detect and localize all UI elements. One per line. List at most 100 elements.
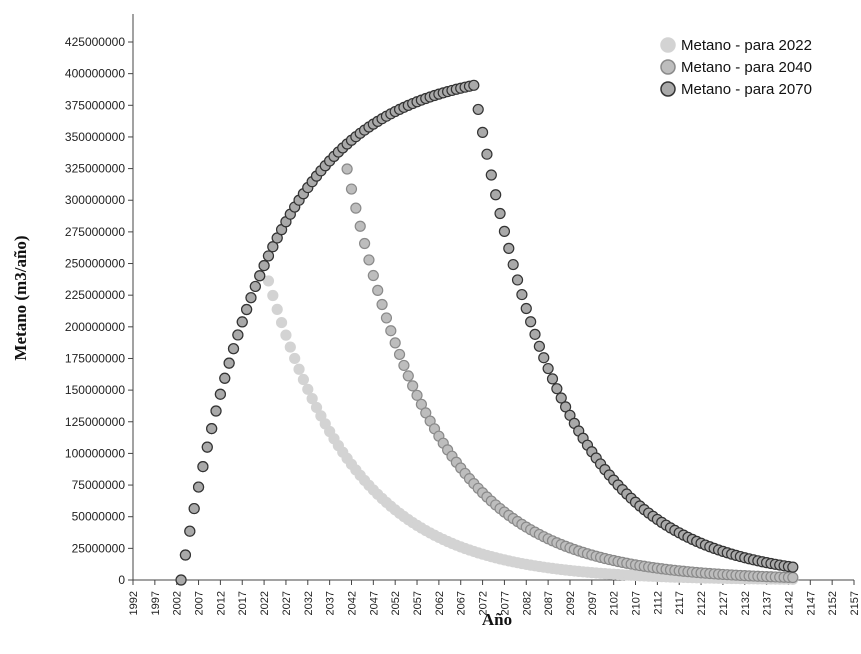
legend-marker: [660, 81, 676, 97]
data-point: [192, 481, 205, 493]
data-point: [236, 316, 248, 328]
data-point: [363, 254, 375, 266]
data-point: [485, 169, 497, 181]
y-tick-label: 25000000: [72, 541, 126, 555]
x-tick-label: 1992: [128, 591, 140, 615]
y-tick-label: 350000000: [65, 130, 125, 144]
data-point: [551, 383, 563, 395]
data-point: [297, 373, 310, 386]
data-point: [415, 398, 427, 410]
y-tick-label: 375000000: [65, 98, 125, 112]
legend: Metano - para 2022 Metano - para 2040 Meta…: [660, 37, 812, 98]
data-point: [407, 380, 419, 392]
data-point: [245, 292, 257, 304]
data-point: [393, 348, 406, 361]
y-tick-label: 225000000: [65, 288, 125, 302]
x-tick-label: 2127: [718, 591, 730, 615]
data-point: [472, 103, 484, 116]
x-tick-label: 2012: [215, 591, 227, 615]
data-point: [175, 574, 187, 586]
x-tick-label: 2092: [565, 591, 577, 615]
data-point: [468, 79, 480, 91]
data-point: [354, 220, 366, 232]
x-tick-label: 2132: [740, 591, 752, 615]
x-tick-label: 2082: [521, 591, 533, 615]
data-point: [546, 373, 559, 385]
data-point: [271, 303, 283, 315]
y-tick-label: 300000000: [65, 193, 125, 207]
data-point: [345, 183, 358, 195]
data-point: [787, 561, 799, 573]
data-point: [498, 225, 511, 237]
x-tick-label: 2152: [827, 591, 839, 615]
series-3: [175, 79, 799, 586]
data-point: [258, 259, 270, 272]
data-point: [184, 525, 196, 537]
x-tick-label: 2022: [259, 591, 271, 615]
data-point: [262, 250, 275, 262]
data-point: [376, 298, 388, 311]
x-tick-label: 2057: [412, 591, 424, 615]
data-point: [555, 392, 567, 404]
data-point: [223, 357, 235, 369]
y-tick-label: 425000000: [65, 35, 125, 49]
data-point: [306, 393, 318, 405]
data-point: [476, 126, 489, 138]
x-tick-label: 2122: [696, 591, 708, 615]
data-point: [267, 289, 279, 302]
y-tick-label: 50000000: [72, 510, 126, 524]
x-tick-label: 1997: [150, 591, 162, 615]
data-point: [241, 303, 253, 316]
x-tick-label: 2142: [783, 591, 795, 615]
data-point: [372, 284, 384, 296]
data-point: [380, 312, 393, 324]
data-point: [179, 549, 192, 561]
legend-marker: [660, 37, 676, 53]
x-tick-label: 2102: [609, 591, 621, 615]
y-tick-label: 250000000: [65, 257, 125, 271]
data-point: [389, 337, 401, 349]
legend-label: Metano - para 2070: [681, 81, 812, 98]
x-tick-label: 2087: [543, 591, 555, 615]
data-point: [385, 325, 397, 337]
x-tick-label: 2107: [631, 591, 643, 615]
y-axis-title: Metano (m3/año): [11, 235, 30, 360]
legend-label: Metano - para 2040: [681, 59, 812, 76]
data-point: [503, 242, 515, 254]
data-point: [402, 370, 414, 382]
y-tick-label: 150000000: [65, 383, 125, 397]
data-point: [398, 359, 410, 372]
data-point: [367, 269, 379, 282]
series-1: [175, 259, 799, 586]
data-point: [206, 422, 218, 435]
x-tick-label: 2067: [456, 591, 468, 615]
data-point: [197, 460, 209, 473]
x-tick-label: 2157: [849, 591, 861, 615]
data-point: [533, 340, 545, 352]
data-point: [520, 302, 532, 315]
legend-label: Metano - para 2022: [681, 37, 812, 54]
x-tick-label: 2017: [237, 591, 249, 615]
x-axis: 1992 1997 2002 2007 2012 2017 2022 2027 2032 2037…: [128, 579, 861, 615]
y-tick-label: 200000000: [65, 320, 125, 334]
x-tick-label: 2097: [587, 591, 599, 615]
data-point: [219, 372, 231, 384]
x-tick-label: 2052: [390, 591, 402, 615]
data-point: [214, 388, 226, 400]
data-point: [481, 148, 493, 160]
x-tick-label: 2112: [652, 591, 664, 615]
data-point: [232, 329, 244, 341]
x-tick-label: 2002: [172, 591, 184, 615]
legend-marker: [660, 59, 676, 75]
data-point: [201, 441, 213, 453]
series-2: [175, 142, 799, 586]
y-tick-label: 0: [118, 573, 125, 587]
data-point: [275, 316, 288, 329]
x-tick-label: 2072: [478, 591, 490, 615]
data-point: [280, 329, 292, 341]
y-tick-label: 325000000: [65, 162, 125, 176]
x-tick-label: 2137: [762, 591, 774, 615]
data-point: [227, 343, 240, 355]
data-point: [494, 207, 506, 220]
